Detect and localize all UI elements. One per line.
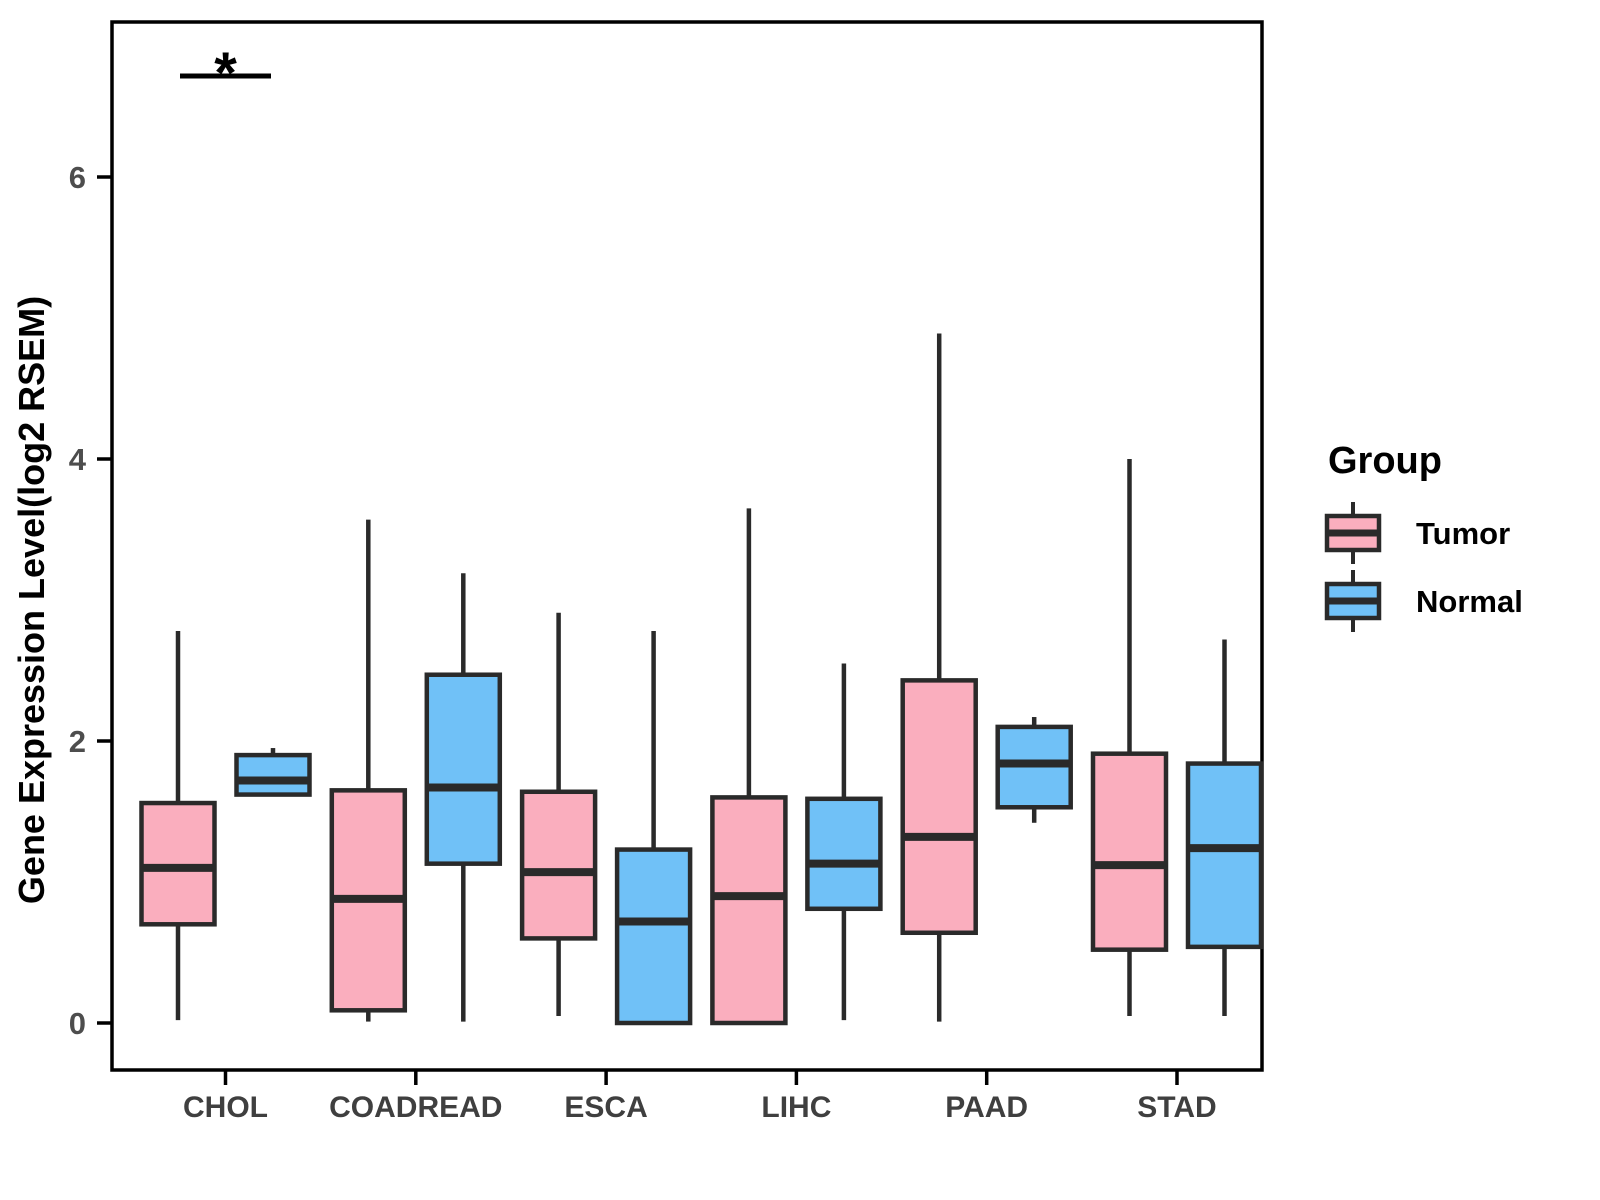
box-paad-tumor [900,333,978,1022]
legend-entry-tumor: Tumor [1324,502,1510,564]
box-chol-tumor [139,631,217,1021]
box-lihc-normal [805,663,883,1021]
x-category-label: LIHC [761,1091,831,1124]
box-chol-normal [234,748,312,797]
y-tick-label: 0 [69,1006,86,1041]
x-category-label: PAAD [945,1091,1028,1124]
box-lihc-tumor [710,508,788,1026]
series-normal [234,573,1264,1026]
y-tick-label: 2 [69,724,86,759]
box-stad-tumor [1090,459,1169,1016]
legend-entry-label: Normal [1416,584,1523,619]
iqr-box [614,847,693,1026]
box-paad-normal [995,717,1073,823]
significance-star: * [214,41,237,106]
iqr-box [900,678,978,936]
box-esca-normal [614,631,693,1026]
x-category-label: CHOL [183,1091,268,1124]
iqr-box [1185,761,1264,950]
iqr-box [424,672,503,866]
iqr-box [710,795,788,1026]
x-category-label: COADREAD [329,1091,502,1124]
y-axis: 0 2 4 6 [69,160,112,1041]
x-category-label: STAD [1137,1091,1216,1124]
legend-title: Group [1328,440,1442,482]
x-axis: CHOL COADREAD ESCA LIHC PAAD STAD [183,1070,1217,1124]
iqr-box [234,752,312,797]
iqr-box [1090,751,1169,952]
y-axis-title: Gene Expression Level(log2 RSEM) [11,296,52,904]
x-category-label: ESCA [564,1091,647,1124]
iqr-box [139,800,217,927]
legend: Group Tumor Normal [1324,440,1523,632]
series-tumor [139,333,1169,1026]
box-coadread-normal [424,573,503,1022]
significance-annotation: * [180,41,271,106]
legend-entry-label: Tumor [1416,516,1510,551]
y-tick-label: 4 [69,442,87,477]
iqr-box [805,796,883,912]
box-coadread-tumor [329,519,408,1022]
legend-entry-normal: Normal [1324,570,1523,632]
iqr-box [519,789,598,941]
box-stad-normal [1185,639,1264,1016]
y-tick-label: 6 [69,160,86,195]
box-esca-tumor [519,612,598,1016]
